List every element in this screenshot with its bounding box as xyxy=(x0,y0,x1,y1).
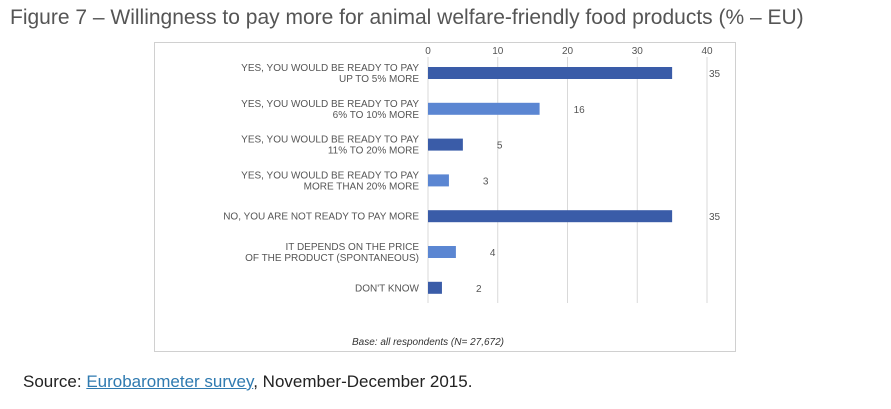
bar-2 xyxy=(428,138,463,151)
bar-6 xyxy=(428,281,442,294)
category-labels: YES, YOU WOULD BE READY TO PAY UP TO 5% M… xyxy=(223,63,419,294)
source-link[interactable]: Eurobarometer survey xyxy=(86,372,254,391)
category-label-1: YES, YOU WOULD BE READY TO PAY 6% TO 10% … xyxy=(241,99,419,121)
value-label-5: 4 xyxy=(490,248,496,259)
x-axis-ticks: 0 10 20 30 40 xyxy=(425,46,713,57)
value-label-2: 5 xyxy=(497,141,503,152)
bar-5 xyxy=(428,246,456,258)
bar-0 xyxy=(428,67,673,79)
category-label-5: IT DEPENDS ON THE PRICE OF THE PRODUCT (S… xyxy=(245,242,419,264)
value-label-3: 3 xyxy=(483,176,489,187)
category-label-6: DON'T KNOW xyxy=(355,283,420,294)
value-label-4: 35 xyxy=(709,212,721,223)
chart-frame: 0 10 20 30 40 YES, YOU WOULD BE READY TO PAY… xyxy=(154,42,736,352)
source-suffix: , November-December 2015. xyxy=(253,372,473,391)
bar-chart: 0 10 20 30 40 YES, YOU WOULD BE READY TO PAY… xyxy=(223,46,721,348)
category-label-3: YES, YOU WOULD BE READY TO PAY MORE THAN … xyxy=(241,170,419,192)
bars xyxy=(428,67,673,294)
gridlines xyxy=(427,57,708,303)
tick-label-3: 30 xyxy=(632,46,644,57)
value-label-0: 35 xyxy=(709,69,721,80)
value-labels: 35 16 5 3 35 4 2 xyxy=(476,69,721,295)
tick-label-2: 20 xyxy=(562,46,574,57)
figure-title: Figure 7 – Willingness to pay more for a… xyxy=(10,6,804,29)
category-label-0: YES, YOU WOULD BE READY TO PAY UP TO 5% M… xyxy=(241,63,419,85)
value-label-6: 2 xyxy=(476,284,482,295)
bar-3 xyxy=(428,174,449,187)
category-label-2: YES, YOU WOULD BE READY TO PAY 11% TO 20%… xyxy=(241,135,419,157)
tick-label-0: 0 xyxy=(425,46,431,57)
tick-label-4: 40 xyxy=(701,46,713,57)
tick-label-1: 10 xyxy=(492,46,504,57)
source-prefix: Source: xyxy=(23,372,87,391)
base-note: Base: all respondents (N= 27,672) xyxy=(352,337,504,348)
category-label-4: NO, YOU ARE NOT READY TO PAY MORE xyxy=(223,212,419,223)
source-line: Source: Eurobarometer survey, November-D… xyxy=(23,372,472,392)
bar-4 xyxy=(428,210,673,223)
value-label-1: 16 xyxy=(574,105,586,116)
bar-1 xyxy=(428,102,540,115)
